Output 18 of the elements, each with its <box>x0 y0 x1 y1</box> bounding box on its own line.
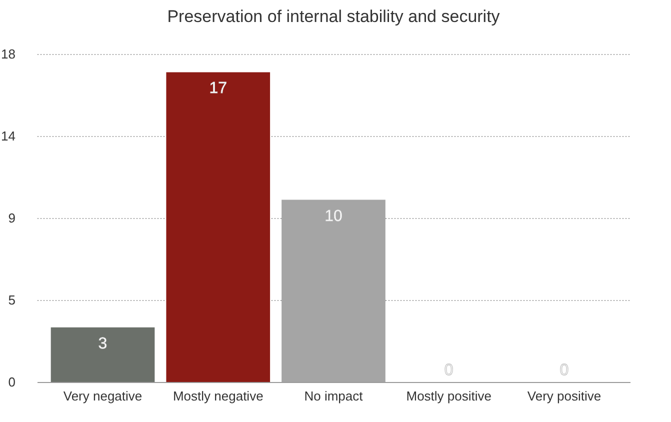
bar <box>166 72 270 382</box>
y-tick-label: 9 <box>8 210 16 226</box>
data-label: 3 <box>98 335 108 352</box>
x-tick-label: Very negative <box>63 388 142 404</box>
y-tick-label: 18 <box>1 46 16 62</box>
y-tick-label: 14 <box>1 128 16 144</box>
data-label: 0 <box>560 362 569 379</box>
data-label: 10 <box>324 208 342 225</box>
x-tick-label: Mostly negative <box>172 388 264 404</box>
x-tick-label: No impact <box>304 388 364 404</box>
bar <box>50 327 155 382</box>
data-label: 0 <box>444 362 454 379</box>
chart-title: Preservation of internal stability and security <box>167 7 500 26</box>
x-tick-label: Very positive <box>527 388 602 404</box>
data-label: 17 <box>209 80 228 98</box>
x-tick-label: Mostly positive <box>406 388 492 404</box>
y-tick-label: 0 <box>8 374 16 390</box>
y-tick-label: 5 <box>8 292 16 308</box>
